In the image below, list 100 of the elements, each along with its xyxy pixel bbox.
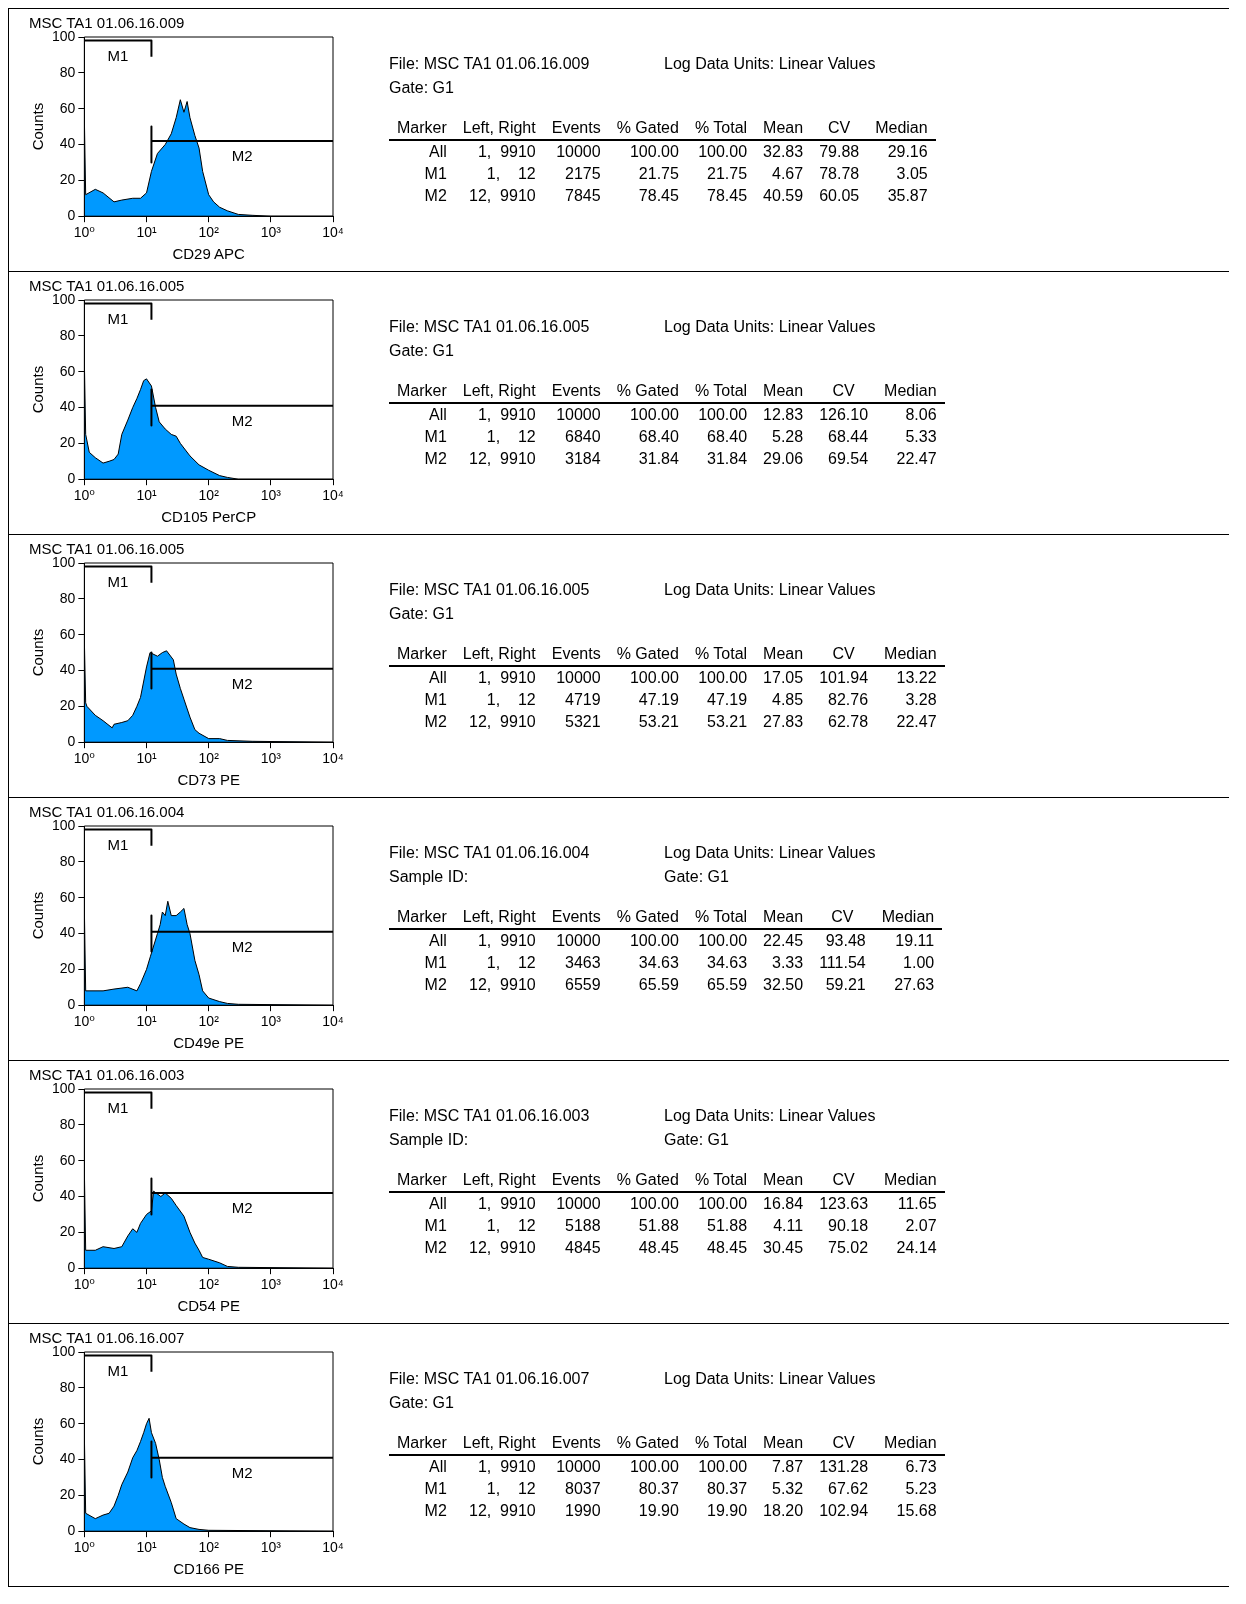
- x-tick-label: 10⁰: [73, 487, 96, 504]
- data-label: 12, 9910: [468, 186, 537, 206]
- y-tick-label: 0: [67, 1259, 76, 1276]
- x-tick-label: 10¹: [136, 224, 157, 241]
- y-tick-label: 60: [59, 99, 76, 116]
- category-label: CV: [830, 907, 855, 927]
- data-label: 100.00: [628, 1457, 680, 1477]
- x-tick-label: 10¹: [136, 487, 157, 504]
- x-tick-label: 10⁰: [73, 1539, 96, 1556]
- data-label: 3463: [564, 953, 602, 973]
- text: Log Data Units: Linear Values: [664, 318, 876, 336]
- data-label: 126.10: [818, 405, 870, 425]
- y-tick-label: 60: [59, 1414, 76, 1431]
- data-label: 5.28: [771, 427, 805, 447]
- x-tick-label: 10³: [260, 1013, 282, 1030]
- category-label: Events: [550, 1170, 602, 1190]
- y-tick-label: 20: [59, 171, 76, 188]
- y-tick-label: 20: [59, 960, 76, 977]
- data-label: 68.40: [637, 427, 680, 447]
- data-label: 79.88: [818, 142, 861, 162]
- data-label: 102.94: [818, 1501, 870, 1521]
- data-label: 35.87: [886, 186, 929, 206]
- data-label: 100.00: [697, 1194, 749, 1214]
- data-label: 10000: [555, 1194, 602, 1214]
- data-label: 80.37: [637, 1479, 680, 1499]
- data-label: 12, 9910: [468, 449, 537, 469]
- y-tick-label: 20: [59, 1486, 76, 1503]
- y-tick-label: 60: [59, 888, 76, 905]
- data-label: 1, 12: [485, 427, 537, 447]
- text: Sample ID:: [389, 868, 470, 886]
- data-label: 3.05: [895, 164, 929, 184]
- y-tick-label: 80: [59, 63, 76, 80]
- data-label: 24.14: [895, 1238, 938, 1258]
- data-label: 65.59: [637, 975, 680, 995]
- text: File: MSC TA1 01.06.16.005: [389, 581, 591, 599]
- data-label: 100.00: [628, 931, 680, 951]
- text: M1: [423, 164, 448, 184]
- data-label: 5.33: [904, 427, 938, 447]
- text: Gate: G1: [664, 868, 729, 886]
- text: All: [428, 142, 448, 162]
- text: File: MSC TA1 01.06.16.003: [389, 1107, 591, 1125]
- y-axis-title: Counts: [29, 365, 47, 414]
- category-label: % Gated: [615, 644, 680, 664]
- data-label: 60.05: [818, 186, 861, 206]
- text: File: MSC TA1 01.06.16.004: [389, 844, 591, 862]
- x-tick-label: 10¹: [136, 1539, 157, 1556]
- data-label: 5321: [564, 712, 602, 732]
- category-label: Mean: [762, 644, 805, 664]
- data-label: 1, 9910: [476, 142, 537, 162]
- data-label: 100.00: [697, 142, 749, 162]
- text: Sample ID:: [389, 1131, 470, 1149]
- series-label: M1: [107, 1098, 129, 1116]
- category-label: Left, Right: [461, 381, 537, 401]
- x-tick-label: 10⁰: [73, 1276, 96, 1293]
- data-label: 48.45: [706, 1238, 749, 1258]
- data-label: 100.00: [628, 405, 680, 425]
- data-label: 19.90: [637, 1501, 680, 1521]
- text: All: [428, 931, 448, 951]
- data-label: 19.90: [706, 1501, 749, 1521]
- x-axis-title: CD49e PE: [173, 1034, 245, 1052]
- y-axis-title: Counts: [29, 891, 47, 940]
- series-label: M1: [107, 46, 129, 64]
- x-tick-label: 10³: [260, 224, 282, 241]
- data-label: 8037: [564, 1479, 602, 1499]
- text: Gate: G1: [389, 605, 454, 623]
- x-axis-title: CD29 APC: [172, 245, 246, 263]
- text: Gate: G1: [389, 1394, 454, 1412]
- data-label: 27.83: [762, 712, 805, 732]
- text: All: [428, 1457, 448, 1477]
- data-label: 17.05: [762, 668, 805, 688]
- data-label: 8.06: [904, 405, 938, 425]
- y-tick-label: 40: [59, 398, 76, 415]
- y-tick-label: 0: [67, 207, 76, 224]
- data-label: 22.47: [895, 449, 938, 469]
- data-label: 2.07: [904, 1216, 938, 1236]
- data-label: 29.06: [762, 449, 805, 469]
- y-tick-label: 20: [59, 434, 76, 451]
- series-label: M1: [107, 1361, 129, 1379]
- x-tick-label: 10⁴: [322, 487, 344, 504]
- data-label: 4.67: [771, 164, 805, 184]
- data-label: 13.22: [895, 668, 938, 688]
- category-label: % Total: [693, 1170, 749, 1190]
- legend-title: Marker: [396, 381, 448, 401]
- data-label: 100.00: [628, 142, 680, 162]
- data-label: 3.33: [771, 953, 805, 973]
- data-label: 1, 12: [485, 164, 537, 184]
- y-tick-label: 80: [59, 852, 76, 869]
- category-label: Left, Right: [461, 907, 537, 927]
- category-label: % Total: [693, 644, 749, 664]
- y-tick-label: 0: [67, 1522, 76, 1539]
- category-label: Median: [874, 118, 929, 138]
- data-label: 53.21: [706, 712, 749, 732]
- x-tick-label: 10⁴: [322, 224, 344, 241]
- data-label: 51.88: [637, 1216, 680, 1236]
- text: All: [428, 668, 448, 688]
- data-label: 27.63: [893, 975, 936, 995]
- data-label: 48.45: [637, 1238, 680, 1258]
- data-label: 69.54: [827, 449, 870, 469]
- x-tick-label: 10⁴: [322, 1276, 344, 1293]
- category-label: Events: [550, 907, 602, 927]
